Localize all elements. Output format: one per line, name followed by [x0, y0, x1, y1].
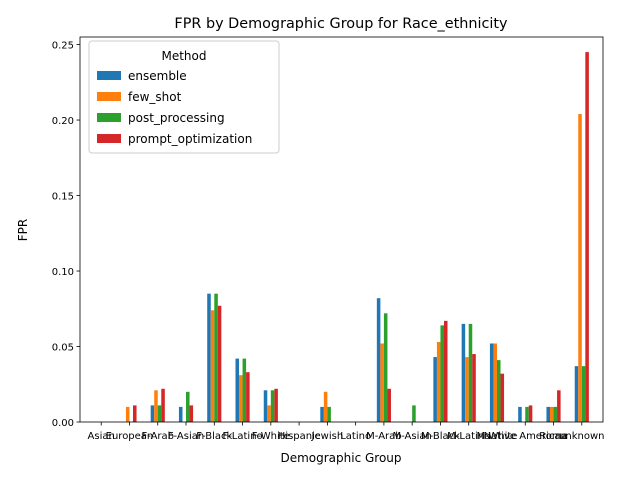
bar-ensemble-m-black [433, 357, 437, 422]
x-tick-label: Latino [340, 431, 371, 442]
bar-ensemble-f-asian [178, 406, 183, 422]
legend-swatch-ensemble [97, 71, 121, 80]
bar-post_processing-m-arab [383, 313, 388, 422]
bar-post_processing-jewish [327, 406, 331, 422]
legend-label-prompt_optimization: prompt_optimization [128, 132, 252, 146]
bar-ensemble-f-white [263, 390, 268, 422]
bar-few_shot-m-latino [465, 357, 469, 422]
bar-post_processing-m-white [496, 360, 501, 422]
bar-post_processing-m-black [440, 325, 444, 422]
bar-post_processing-f-black [214, 293, 218, 422]
x-tick-label: Asian [88, 431, 115, 442]
bar-few_shot-f-latino [239, 375, 243, 422]
bar-ensemble-m-white [489, 343, 494, 422]
bar-prompt_optimization-m-black [443, 320, 448, 422]
legend-swatch-prompt_optimization [97, 134, 121, 143]
bar-post_processing-m-asian [412, 405, 416, 422]
bar-prompt_optimization-m-white [500, 373, 505, 422]
bar-ensemble-f-latino [235, 358, 240, 422]
y-tick-label: 0.20 [52, 116, 74, 127]
y-tick-label: 0.05 [52, 343, 74, 354]
bar-few_shot-m-black [436, 341, 441, 422]
bar-few_shot-f-black [210, 310, 215, 422]
x-tick-label: M-Black [421, 431, 460, 442]
bar-few_shot-roma [549, 406, 554, 422]
bar-post_processing-roma [553, 406, 558, 422]
bar-prompt_optimization-native-american [528, 405, 533, 422]
bar-prompt_optimization-f-latino [246, 372, 250, 422]
bar-few_shot-jewish [323, 391, 328, 422]
x-tick-label: Jewish [311, 431, 344, 442]
legend-swatch-few_shot [97, 92, 121, 101]
x-axis-label: Demographic Group [280, 451, 401, 465]
bar-ensemble-m-arab [376, 298, 381, 422]
bar-few_shot-unknown [578, 114, 582, 422]
x-tick-label: F-Black [196, 431, 232, 442]
axes-group: 0.000.050.100.150.200.25AsianEuropeanF-A… [52, 36, 605, 442]
y-tick-label: 0.10 [52, 267, 74, 278]
bar-post_processing-native-american [525, 406, 529, 422]
bar-prompt_optimization-f-asian [189, 405, 194, 422]
bar-few_shot-m-arab [380, 343, 384, 422]
y-axis-label: FPR [16, 219, 30, 241]
legend-label-ensemble: ensemble [128, 69, 187, 83]
bar-ensemble-f-black [207, 293, 211, 422]
x-tick-label: Roma [539, 431, 568, 442]
bar-ensemble-roma [546, 406, 550, 422]
x-tick-label: F-White [252, 431, 290, 442]
bar-prompt_optimization-f-black [217, 305, 222, 422]
legend-frame [88, 40, 280, 154]
bar-post_processing-unknown [581, 366, 586, 422]
bar-post_processing-f-latino [242, 358, 247, 422]
y-tick-label: 0.25 [52, 41, 74, 52]
bar-prompt_optimization-unknown [585, 52, 589, 423]
bar-ensemble-m-latino [461, 323, 466, 422]
x-tick-label: M-Latino [447, 431, 490, 442]
x-tick-label: F-Arab [141, 431, 174, 442]
x-tick-label: M-White [477, 431, 518, 442]
bar-prompt_optimization-f-white [274, 388, 278, 422]
legend-title: Method [161, 49, 206, 63]
legend-label-few_shot: few_shot [128, 90, 182, 104]
bars-group [125, 52, 589, 423]
x-tick-label: Hispanic [278, 431, 321, 442]
legend-swatch-post_processing [97, 113, 121, 122]
x-tick-label: Native American [484, 431, 567, 442]
bar-post_processing-f-white [270, 390, 275, 422]
bar-prompt_optimization-f-arab [161, 388, 165, 422]
x-tick-label: F-Latino [222, 431, 262, 442]
legend-label-post_processing: post_processing [128, 111, 225, 125]
bar-few_shot-european [125, 406, 130, 422]
bar-prompt_optimization-m-latino [472, 354, 476, 422]
plot-frame [79, 36, 604, 423]
chart-title: FPR by Demographic Group for Race_ethnic… [174, 16, 508, 32]
x-tick-label: M-Asian [393, 431, 432, 442]
x-tick-label: unknown [559, 431, 604, 442]
bar-few_shot-f-arab [154, 390, 158, 422]
x-tick-label: M-Arab [366, 431, 401, 442]
bar-prompt_optimization-european [133, 405, 137, 422]
y-tick-label: 0.15 [52, 192, 74, 203]
y-tick-label: 0.00 [52, 418, 74, 429]
x-tick-label: F-Asian [168, 431, 204, 442]
bar-prompt_optimization-roma [557, 390, 561, 422]
bar-ensemble-jewish [320, 406, 324, 422]
bar-ensemble-unknown [574, 366, 579, 422]
bar-post_processing-f-asian [186, 391, 190, 422]
bar-prompt_optimization-m-arab [387, 388, 391, 422]
bar-post_processing-f-arab [157, 405, 162, 422]
bar-ensemble-native-american [518, 406, 522, 422]
bar-few_shot-m-white [493, 343, 497, 422]
bar-ensemble-f-arab [150, 405, 155, 422]
legend: Method ensemble few_shot post_processingpr… [88, 40, 280, 154]
x-tick-label: European [106, 431, 154, 442]
bar-post_processing-m-latino [468, 323, 473, 422]
bar-few_shot-f-white [267, 405, 271, 422]
